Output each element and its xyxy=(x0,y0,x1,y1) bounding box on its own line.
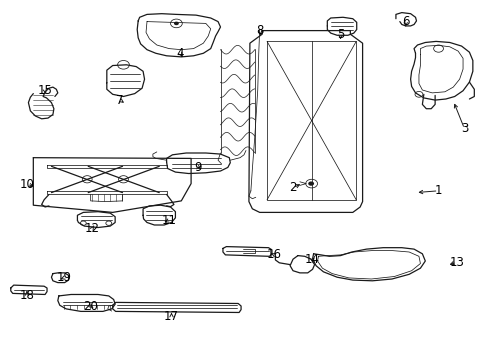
Circle shape xyxy=(174,22,179,25)
Text: 5: 5 xyxy=(337,28,344,41)
Text: 2: 2 xyxy=(289,181,297,194)
Text: 7: 7 xyxy=(116,94,124,107)
Text: 11: 11 xyxy=(162,214,176,227)
Text: 16: 16 xyxy=(267,248,282,261)
Text: 19: 19 xyxy=(56,271,71,284)
Text: 9: 9 xyxy=(195,161,202,174)
Text: 1: 1 xyxy=(435,184,442,197)
Text: 17: 17 xyxy=(164,310,179,323)
Text: 8: 8 xyxy=(256,24,264,37)
Text: 13: 13 xyxy=(449,256,464,269)
Circle shape xyxy=(308,181,314,186)
Text: 6: 6 xyxy=(402,15,410,28)
Text: 15: 15 xyxy=(38,84,52,97)
Text: 4: 4 xyxy=(176,47,184,60)
Text: 12: 12 xyxy=(85,222,99,235)
Text: 10: 10 xyxy=(20,178,34,191)
Text: 18: 18 xyxy=(20,289,34,302)
Text: 14: 14 xyxy=(305,253,320,266)
Text: 20: 20 xyxy=(83,300,98,312)
Text: 3: 3 xyxy=(461,122,468,135)
